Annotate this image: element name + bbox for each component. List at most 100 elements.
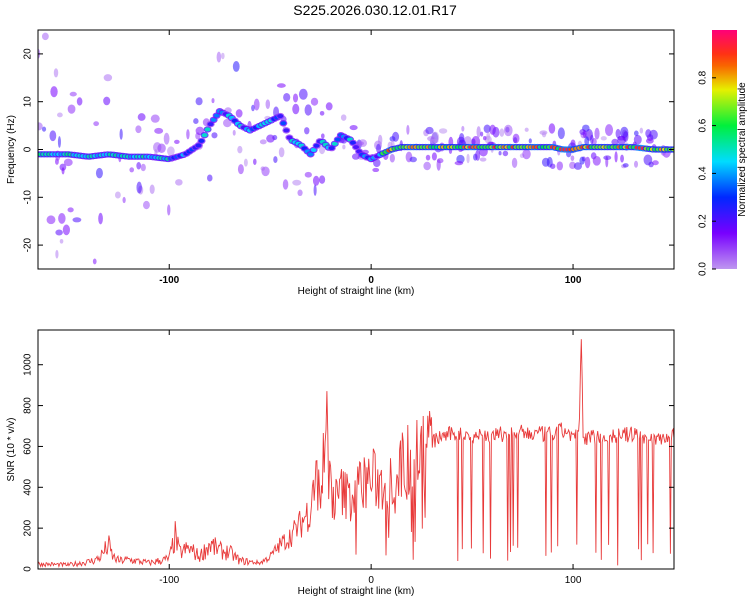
noise-blob [425, 154, 431, 161]
noise-blob [38, 122, 43, 131]
colorbar-tick-label: 0.4 [698, 166, 709, 180]
top-y-tick-label: -10 [23, 190, 34, 205]
noise-blob [499, 128, 505, 137]
ridge-core [210, 117, 217, 122]
noise-blob [634, 160, 639, 168]
ridge-core [283, 128, 290, 133]
noise-blob [282, 179, 289, 190]
bottom-y-axis-label: SNR (10 * v/v) [6, 418, 17, 482]
noise-blob [72, 217, 82, 223]
noise-blob [114, 191, 121, 199]
noise-blob [620, 154, 624, 163]
noise-blob [373, 158, 381, 168]
bottom-x-tick-label: 0 [368, 575, 374, 586]
ridge-core [353, 145, 359, 150]
top-y-tick-label: -20 [23, 237, 34, 252]
noise-blob [93, 121, 100, 127]
top-x-tick-label: -100 [159, 275, 179, 286]
noise-blob [59, 238, 64, 244]
ridge-core [334, 137, 341, 142]
bottom-x-tick-label: -100 [159, 575, 179, 586]
noise-blob [652, 160, 659, 166]
noise-blob [342, 144, 346, 150]
noise-blob [622, 163, 629, 168]
noise-blob [340, 114, 347, 121]
top-y-tick-label: 10 [23, 96, 34, 108]
noise-blob [592, 155, 601, 166]
ridge-core [207, 122, 214, 127]
ridge-core [198, 138, 205, 143]
noise-blob [50, 86, 58, 98]
noise-blob [129, 167, 135, 173]
noise-blob [528, 138, 532, 144]
noise-blob [498, 151, 502, 156]
noise-blob [605, 124, 614, 137]
noise-blob [590, 134, 594, 145]
ridge-core [213, 113, 220, 118]
colorbar-bar [712, 30, 737, 269]
noise-blob [58, 212, 66, 224]
noise-blob [167, 204, 171, 216]
noise-blob [266, 134, 275, 143]
noise-blob [321, 133, 325, 139]
noise-blob [423, 161, 431, 171]
noise-blob [222, 118, 232, 128]
noise-blob [69, 91, 77, 97]
noise-blob [237, 164, 244, 175]
noise-blob [594, 127, 600, 140]
noise-blob [292, 103, 300, 115]
noise-blob [195, 97, 203, 106]
bottom-x-tick-label: 100 [565, 575, 582, 586]
noise-blob [211, 98, 215, 104]
noise-blob [425, 126, 434, 135]
noise-blob [376, 143, 381, 154]
noise-blob [649, 129, 658, 140]
noise-blob [57, 112, 63, 118]
noise-blob [372, 167, 380, 173]
noise-blob [458, 132, 465, 144]
noise-blob [122, 196, 126, 204]
chart-title: S225.2026.030.12.01.R17 [293, 2, 457, 18]
noise-blob [483, 124, 491, 133]
ridge-core [201, 133, 208, 138]
noise-blob [524, 127, 529, 132]
noise-blob [276, 83, 286, 88]
noise-blob [476, 126, 481, 138]
top-x-tick-label: 100 [565, 275, 582, 286]
noise-blob [570, 155, 575, 161]
snr-line [38, 339, 674, 569]
ridge-core [310, 147, 317, 152]
noise-blob [260, 166, 265, 171]
noise-blob [49, 130, 57, 142]
noise-blob [319, 175, 326, 184]
snr-plot-area [38, 339, 674, 569]
noise-blob [62, 224, 70, 236]
noise-blob [174, 139, 180, 144]
noise-blob [92, 258, 97, 265]
bottom-y-tick-label: 200 [23, 519, 34, 536]
bottom-y-tick-label: 400 [23, 479, 34, 496]
noise-blob [175, 179, 183, 186]
noise-blob [312, 175, 320, 186]
bottom-y-tick-label: 0 [23, 566, 34, 572]
ridge-core [277, 114, 284, 119]
noise-blob [76, 97, 83, 106]
noise-blob [140, 163, 146, 172]
noise-blob [98, 212, 103, 225]
noise-blob [55, 249, 59, 259]
noise-blob [253, 158, 257, 165]
noise-blob [502, 150, 509, 157]
ridge-core [307, 152, 314, 157]
noise-blob [273, 156, 278, 164]
noise-blob [389, 153, 395, 163]
colorbar-label: Normalized spectral amplitude [737, 82, 748, 217]
noise-blob [278, 147, 285, 158]
noise-blob [298, 88, 308, 100]
noise-blob [438, 128, 448, 134]
noise-blob [603, 155, 612, 160]
top-y-tick-label: 20 [23, 48, 34, 60]
noise-blob [235, 109, 243, 118]
noise-blob [55, 229, 63, 236]
ridge-core [204, 127, 211, 132]
noise-blob [479, 157, 487, 162]
